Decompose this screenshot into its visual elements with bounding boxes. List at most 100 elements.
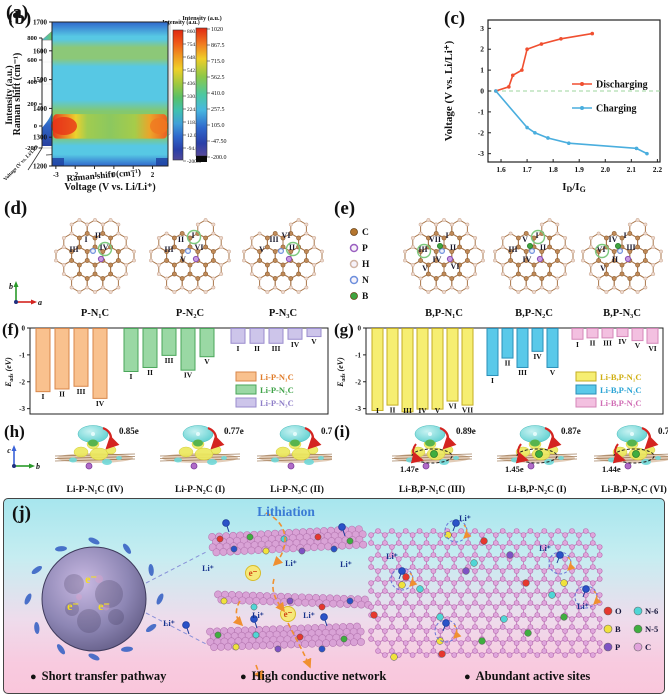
svg-text:I: I bbox=[535, 231, 538, 240]
panel-e: C P H N B VII I III II IV V VI B,P-N₁C V I III II IV B,P-N… bbox=[332, 198, 668, 322]
svg-text:II: II bbox=[178, 235, 184, 244]
svg-text:1: 1 bbox=[480, 66, 484, 75]
svg-text:II: II bbox=[505, 359, 511, 368]
svg-text:2.2: 2.2 bbox=[653, 165, 663, 174]
svg-text:I: I bbox=[491, 376, 494, 385]
li-ion-label: Li⁺ bbox=[340, 560, 352, 569]
svg-text:-94.00: -94.00 bbox=[187, 146, 201, 152]
i-value2-0: 1.47e bbox=[400, 464, 419, 474]
electron-badge: e⁻ bbox=[249, 568, 258, 578]
svg-text:V: V bbox=[311, 337, 317, 346]
svg-text:2: 2 bbox=[480, 45, 484, 54]
svg-g-legend-2: Li-B,P-N₃C bbox=[600, 398, 642, 408]
svg-text:-1: -1 bbox=[92, 171, 98, 179]
svg-text:257.5: 257.5 bbox=[211, 107, 225, 113]
li-ion-label: Li⁺ bbox=[163, 619, 175, 628]
svg-text:0: 0 bbox=[112, 171, 116, 179]
svg-text:-200.0: -200.0 bbox=[211, 155, 227, 161]
i-value-2: 0.76e bbox=[658, 426, 668, 436]
svg-text:V: V bbox=[522, 235, 528, 244]
svg-text:III: III bbox=[77, 387, 86, 396]
svg-text:542.0: 542.0 bbox=[187, 68, 199, 74]
atom-legend-P: P bbox=[362, 244, 368, 254]
svg-text:b: b bbox=[36, 462, 40, 471]
svg-text:III: III bbox=[165, 356, 174, 365]
svg-text:200: 200 bbox=[27, 101, 37, 108]
j-legend-N-5: N-5 bbox=[645, 624, 658, 634]
svg-text:I: I bbox=[445, 231, 448, 240]
svg-text:436.0: 436.0 bbox=[187, 81, 199, 87]
svg-text:-1: -1 bbox=[355, 351, 361, 359]
svg-text:-2: -2 bbox=[478, 128, 484, 137]
svg-text:VI: VI bbox=[448, 402, 456, 411]
j-legend-B: B bbox=[615, 624, 621, 634]
svg-text:III: III bbox=[418, 245, 427, 254]
h-value-0: 0.85e bbox=[119, 426, 139, 436]
panel-g-label: (g) bbox=[334, 320, 354, 339]
svg-text:VI: VI bbox=[195, 243, 204, 252]
svg-text:867.5: 867.5 bbox=[211, 43, 225, 49]
svg-text:1200: 1200 bbox=[33, 163, 48, 171]
svg-text:VII: VII bbox=[429, 235, 441, 244]
structure-name: P-N₂C bbox=[176, 308, 204, 319]
panel-j-label: (j) bbox=[12, 503, 31, 524]
svg-text:2.1: 2.1 bbox=[627, 165, 637, 174]
li-ion-label: Li⁺ bbox=[577, 602, 589, 611]
li-ion-label: Li⁺ bbox=[285, 559, 297, 568]
panel-c-label: (c) bbox=[444, 8, 466, 29]
h-value-1: 0.77e bbox=[224, 426, 244, 436]
charge-transfer-bpn: 0.89e 1.47e Li-B,P-N₁C (III) 0.87e 1.45e Li-B… bbox=[391, 425, 668, 495]
lithiation-title: Lithiation bbox=[257, 504, 315, 519]
svg-text:II: II bbox=[590, 338, 596, 347]
sphere-electron: e⁻ bbox=[85, 572, 97, 586]
svg-text:-3: -3 bbox=[478, 149, 484, 158]
svg-text:III: III bbox=[508, 245, 517, 254]
electron-badge: e⁻ bbox=[284, 609, 293, 619]
svg-text:VII: VII bbox=[462, 406, 473, 415]
panel-b: 1700 1600 1500 1400 1300 1200 -3 -2 -1 0 1 2 Raman s… bbox=[0, 4, 228, 198]
atom-legend-H: H bbox=[362, 260, 370, 270]
svg-text:V: V bbox=[435, 406, 441, 415]
svg-text:V: V bbox=[204, 357, 210, 366]
svg-text:IV: IV bbox=[96, 399, 105, 408]
voltage-idig-line-chart: 3 2 1 0 -1 -2 -3 1.6 1.7 1.8 1.9 2.0 2.1 2.2 Dischargi… bbox=[443, 19, 663, 194]
c-legend-discharging: Discharging bbox=[596, 80, 648, 91]
svg-text:-2: -2 bbox=[19, 378, 25, 386]
structure-name: B,P-N₂C bbox=[515, 308, 553, 319]
svg-text:800: 800 bbox=[27, 35, 37, 42]
i-label-0: Li-B,P-N₁C (III) bbox=[399, 484, 465, 495]
li-ion-label: Li⁺ bbox=[202, 564, 214, 573]
svg-text:I: I bbox=[130, 372, 133, 381]
svg-text:-3: -3 bbox=[19, 405, 25, 413]
svg-text:754.0: 754.0 bbox=[187, 42, 199, 48]
svg-text:I: I bbox=[42, 392, 45, 401]
svg-text:1: 1 bbox=[131, 171, 135, 179]
panel-g: 0 -1 -2 -3 Eads (eV) I II III IV V VI VII I II III IV V I… bbox=[332, 320, 668, 420]
structure-name: B,P-N₃C bbox=[603, 308, 641, 319]
li-ion-label: Li⁺ bbox=[303, 611, 315, 620]
svg-text:II: II bbox=[95, 231, 101, 240]
svg-text:VI: VI bbox=[282, 231, 291, 240]
svg-text:V: V bbox=[635, 341, 641, 350]
svg-text:1.6: 1.6 bbox=[496, 165, 506, 174]
panel-d: I II III IV P-N₁C II I III VI V P-N₂C III VI V II P-N₃C… bbox=[0, 198, 332, 322]
svg-text:III: III bbox=[164, 245, 173, 254]
svg-text:I: I bbox=[376, 406, 379, 415]
svg-text:I: I bbox=[191, 231, 194, 240]
svg-text:VI: VI bbox=[597, 245, 606, 254]
panel-a-label: (a) bbox=[6, 2, 29, 23]
svg-text:410.0: 410.0 bbox=[211, 91, 225, 97]
panel-i-label: (i) bbox=[334, 422, 351, 441]
structure-name: P-N₁C bbox=[81, 308, 109, 319]
svg-text:IV: IV bbox=[184, 371, 193, 380]
c-ylabel: Voltage (V vs. Li/Li⁺) bbox=[443, 40, 455, 141]
svg-f-legend-0: Li-P-N₁C bbox=[260, 372, 294, 382]
bullet-icon: ● bbox=[30, 671, 37, 683]
svg-text:V: V bbox=[422, 264, 428, 273]
svg-text:-1: -1 bbox=[19, 351, 25, 359]
j-legend-C: C bbox=[645, 642, 651, 652]
svg-text:860.0: 860.0 bbox=[187, 29, 199, 35]
svg-text:III: III bbox=[626, 243, 635, 252]
svg-text:-1: -1 bbox=[478, 107, 484, 116]
c-xlabel: ID/IG bbox=[562, 181, 586, 194]
